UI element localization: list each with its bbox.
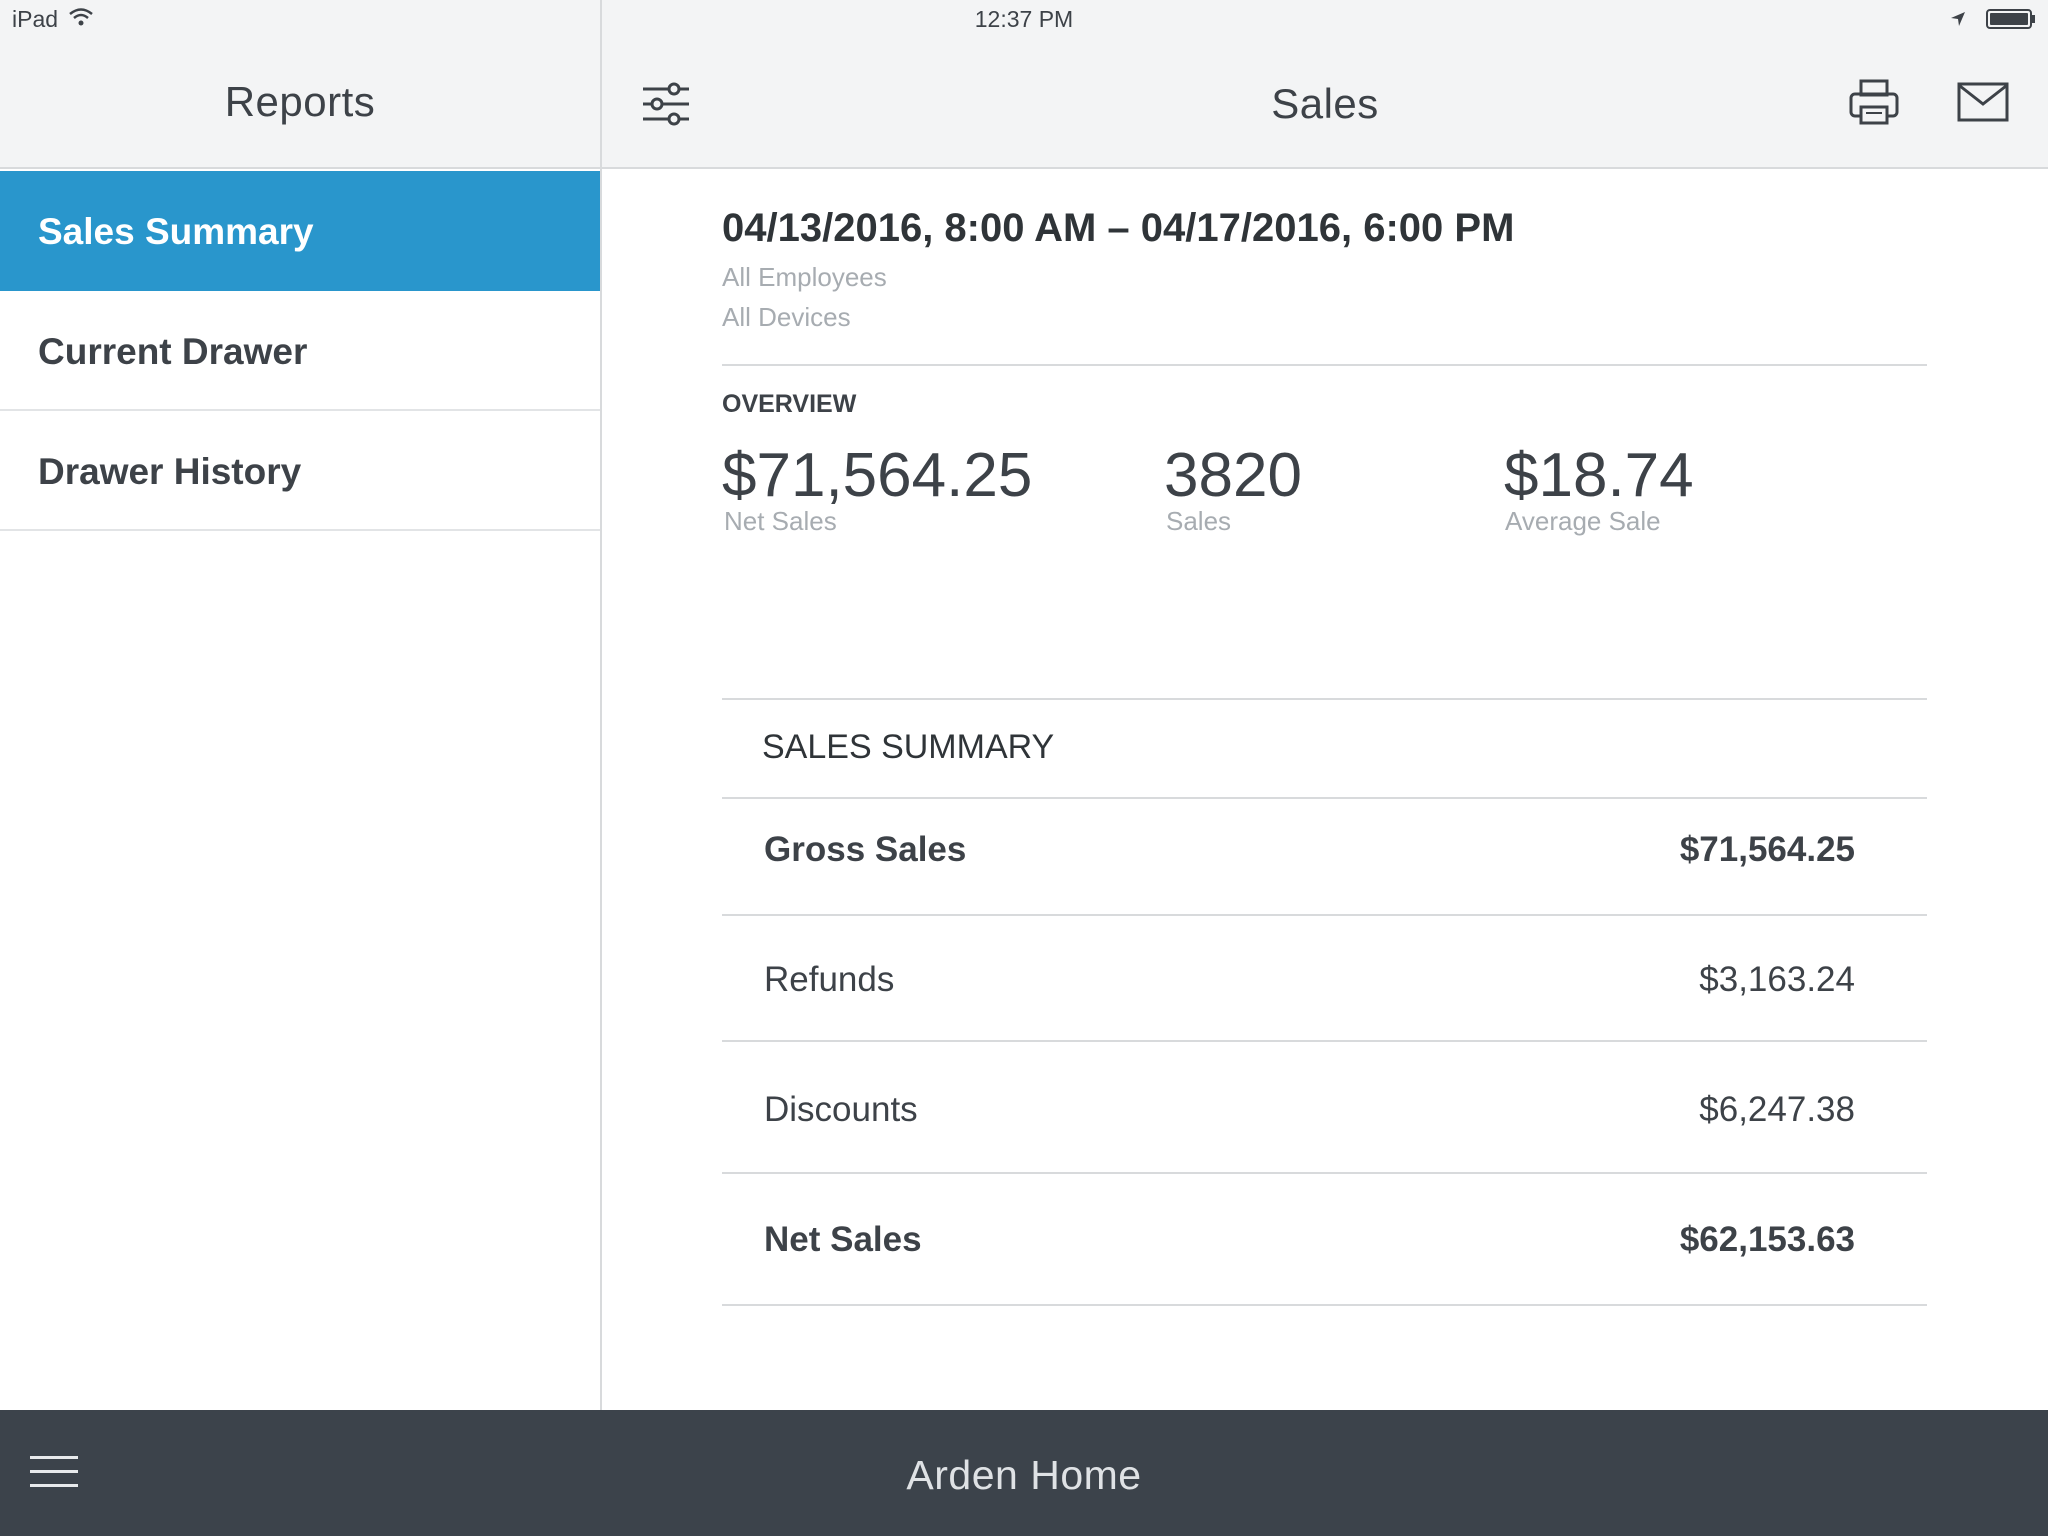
metric-average-sale-label: Average Sale xyxy=(1505,506,1661,536)
bottom-bar: Arden Home xyxy=(0,1410,2048,1536)
discounts-label: Discounts xyxy=(764,1090,918,1129)
location-name: Arden Home xyxy=(906,1452,1142,1498)
sidebar-item-sales-summary[interactable]: Sales Summary xyxy=(0,171,600,291)
battery-icon xyxy=(1986,8,2036,35)
status-time: 12:37 PM xyxy=(974,6,1074,32)
device-label: iPad xyxy=(12,6,59,32)
divider xyxy=(722,1040,1927,1042)
pane-divider xyxy=(600,0,602,1410)
wifi-icon xyxy=(68,6,94,33)
report-date-range: 04/13/2016, 8:00 AM – 04/17/2016, 6:00 P… xyxy=(722,206,1515,250)
status-bar-left: iPad xyxy=(12,6,94,33)
metric-average-sale-value: $18.74 xyxy=(1504,441,1694,510)
sidebar-item-label: Sales Summary xyxy=(38,211,314,252)
sidebar-item-drawer-history[interactable]: Drawer History xyxy=(0,411,600,531)
divider xyxy=(722,914,1927,916)
sidebar-title: Reports xyxy=(224,78,376,125)
mail-icon[interactable] xyxy=(1955,74,2011,130)
sidebar-item-label: Drawer History xyxy=(38,451,302,492)
overview-heading: OVERVIEW xyxy=(722,390,857,418)
refunds-label: Refunds xyxy=(764,960,895,999)
divider xyxy=(722,364,1927,366)
sidebar-item-current-drawer[interactable]: Current Drawer xyxy=(0,291,600,411)
metric-net-sales-value: $71,564.25 xyxy=(722,441,1033,510)
location-arrow-icon xyxy=(1950,11,1966,32)
hamburger-menu-icon[interactable] xyxy=(30,1456,78,1492)
page-title: Sales xyxy=(1271,80,1379,127)
net-sales-value: $62,153.63 xyxy=(1679,1220,1855,1259)
divider xyxy=(722,698,1927,700)
metric-sales-count-value: 3820 xyxy=(1164,441,1302,510)
print-icon[interactable] xyxy=(1846,74,1902,130)
gross-sales-value: $71,564.25 xyxy=(1679,830,1855,869)
status-bar: iPad 12:37 PM xyxy=(0,0,2048,40)
metric-sales-count-label: Sales xyxy=(1166,506,1232,536)
employees-filter-label: All Employees xyxy=(722,262,887,292)
net-sales-label: Net Sales xyxy=(764,1220,922,1259)
devices-filter-label: All Devices xyxy=(722,302,851,332)
filter-sliders-icon[interactable] xyxy=(638,76,694,132)
divider xyxy=(722,797,1927,799)
gross-sales-label: Gross Sales xyxy=(764,830,967,869)
sidebar-item-label: Current Drawer xyxy=(38,331,308,372)
status-bar-right xyxy=(1950,8,2036,35)
refunds-value: $3,163.24 xyxy=(1699,960,1855,999)
divider xyxy=(722,1172,1927,1174)
discounts-value: $6,247.38 xyxy=(1699,1090,1855,1129)
metric-net-sales-label: Net Sales xyxy=(724,506,837,536)
sales-summary-heading: SALES SUMMARY xyxy=(762,728,1055,766)
divider xyxy=(722,1304,1927,1306)
